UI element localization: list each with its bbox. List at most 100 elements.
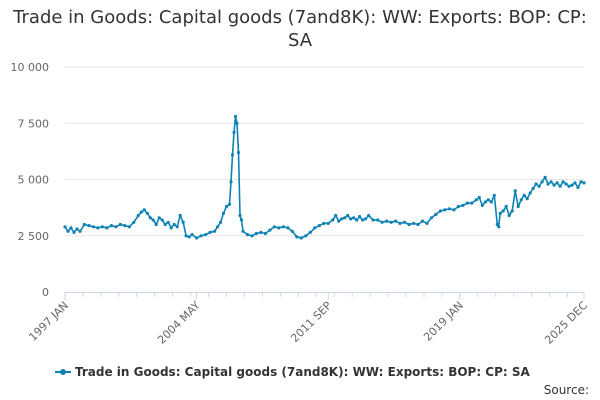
data-point [230, 153, 235, 157]
data-point [358, 215, 362, 219]
data-point [534, 182, 538, 186]
data-point [513, 189, 517, 193]
data-point [82, 222, 86, 227]
data-point [123, 224, 127, 228]
data-point [567, 184, 571, 188]
data-point [208, 230, 212, 234]
data-point [259, 230, 263, 234]
data-point [313, 226, 317, 230]
data-point [145, 211, 149, 215]
data-point [480, 203, 484, 207]
data-point [497, 225, 501, 229]
data-point [416, 222, 420, 227]
data-point [474, 198, 478, 202]
data-point [216, 225, 220, 229]
data-point [181, 220, 185, 224]
data-point [184, 234, 188, 238]
data-point [334, 213, 338, 218]
data-point [343, 216, 347, 220]
data-point [317, 224, 321, 228]
legend-label: Trade in Goods: Capital goods (7and8K): … [75, 365, 531, 379]
data-point [398, 221, 402, 225]
data-point [486, 198, 490, 202]
y-tick-label: 10 000 [11, 61, 50, 74]
data-point [576, 185, 580, 189]
data-point [91, 225, 95, 229]
x-tick-label: 1997 JAN [26, 299, 71, 344]
data-point [254, 231, 258, 236]
data-point [452, 208, 456, 212]
data-point [238, 213, 242, 218]
data-point [290, 229, 294, 233]
data-point [393, 219, 398, 223]
data-point [204, 233, 208, 237]
data-point [224, 204, 229, 209]
data-point [308, 230, 312, 234]
y-tick-label: 0 [42, 286, 49, 299]
data-point [118, 222, 122, 227]
data-point [114, 225, 118, 229]
data-point [219, 220, 223, 224]
x-tick-label: 2011 SEP [288, 299, 334, 345]
data-point [543, 175, 547, 179]
data-point [411, 221, 416, 225]
data-point [100, 225, 104, 229]
series-layer [63, 114, 586, 240]
data-point [349, 217, 353, 221]
data-point [528, 191, 532, 195]
data-point [172, 222, 176, 227]
data-point [241, 229, 245, 233]
data-point [75, 227, 79, 231]
data-point [492, 193, 496, 197]
data-point [380, 220, 384, 224]
data-point [573, 181, 577, 185]
data-point [504, 204, 508, 209]
data-point [470, 201, 474, 205]
chart-title: Trade in Goods: Capital goods (7and8K): … [13, 7, 587, 51]
data-point [531, 186, 535, 191]
data-point [331, 218, 335, 222]
data-point [295, 235, 299, 239]
series-line [64, 115, 585, 239]
data-point [72, 230, 76, 234]
data-point [443, 208, 447, 212]
data-point [519, 198, 523, 202]
data-point [429, 216, 433, 220]
x-tick-label: 2019 JAN [421, 299, 466, 344]
data-point [96, 226, 100, 230]
data-point [105, 226, 109, 230]
data-point [340, 217, 344, 221]
legend-item[interactable]: Trade in Goods: Capital goods (7and8K): … [55, 365, 531, 379]
data-point [299, 236, 303, 240]
x-axis: 1997 JAN 2004 MAY 2011 SEP 2019 JAN 2025 DEC [26, 292, 590, 347]
data-point [109, 224, 113, 228]
data-point [190, 233, 194, 237]
data-point [304, 234, 308, 238]
data-point [549, 180, 553, 184]
data-point [322, 221, 326, 225]
data-point [239, 218, 244, 222]
y-tick-label: 5 000 [18, 174, 50, 187]
data-point [66, 229, 70, 233]
data-point [361, 218, 365, 222]
data-point [456, 204, 460, 209]
x-tick-label: 2004 MAY [155, 299, 203, 347]
data-point [127, 225, 131, 229]
data-point [465, 201, 469, 205]
data-point [326, 221, 330, 225]
data-point [132, 220, 136, 224]
data-point [510, 209, 514, 213]
data-point [516, 204, 520, 209]
data-point [355, 218, 359, 222]
data-point [546, 182, 550, 186]
data-point [263, 231, 267, 236]
x-tick-label: 2025 DEC [542, 299, 590, 347]
data-point [175, 225, 179, 229]
gridlines [65, 66, 584, 237]
data-point [561, 180, 565, 184]
legend[interactable]: Trade in Goods: Capital goods (7and8K): … [55, 365, 531, 379]
data-point [352, 216, 356, 220]
data-point [163, 222, 167, 227]
data-point [420, 219, 425, 223]
data-point [495, 222, 499, 227]
